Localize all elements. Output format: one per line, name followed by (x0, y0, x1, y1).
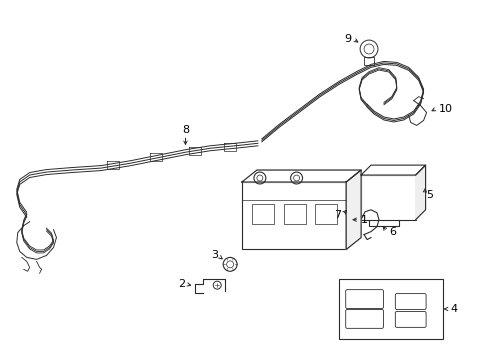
Text: 9: 9 (344, 34, 351, 44)
Text: 5: 5 (427, 190, 434, 200)
Text: 7: 7 (334, 210, 341, 220)
Text: 2: 2 (178, 279, 185, 289)
Polygon shape (346, 170, 361, 249)
Text: 4: 4 (450, 304, 458, 314)
Text: 3: 3 (211, 251, 218, 260)
Bar (361, 175, 416, 220)
Polygon shape (416, 165, 426, 220)
Bar (252, 204, 274, 224)
Polygon shape (361, 165, 426, 175)
Text: 1: 1 (361, 215, 368, 225)
Bar (242, 182, 346, 249)
Polygon shape (242, 170, 361, 182)
Text: 6: 6 (389, 226, 396, 237)
Text: 10: 10 (439, 104, 452, 113)
Bar (316, 204, 337, 224)
Bar (284, 204, 306, 224)
Bar (339, 279, 443, 339)
Text: 8: 8 (182, 125, 189, 135)
